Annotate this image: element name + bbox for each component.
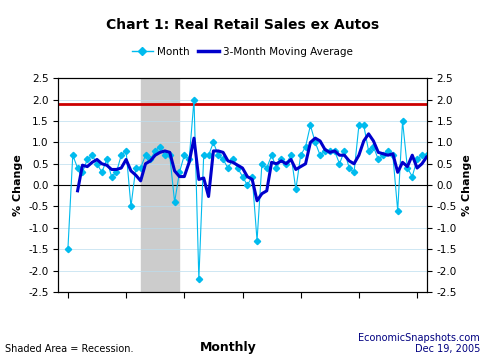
Text: Chart 1: Real Retail Sales ex Autos: Chart 1: Real Retail Sales ex Autos (106, 18, 378, 32)
Text: EconomicSnapshots.com
Dec 19, 2005: EconomicSnapshots.com Dec 19, 2005 (358, 333, 479, 354)
Text: Monthly: Monthly (199, 341, 256, 354)
Bar (140, 78, 179, 292)
Y-axis label: % Change: % Change (462, 154, 471, 216)
Text: Shaded Area = Recession.: Shaded Area = Recession. (5, 344, 133, 354)
Y-axis label: % Change: % Change (13, 154, 22, 216)
Legend: Month, 3-Month Moving Average: Month, 3-Month Moving Average (128, 43, 356, 61)
